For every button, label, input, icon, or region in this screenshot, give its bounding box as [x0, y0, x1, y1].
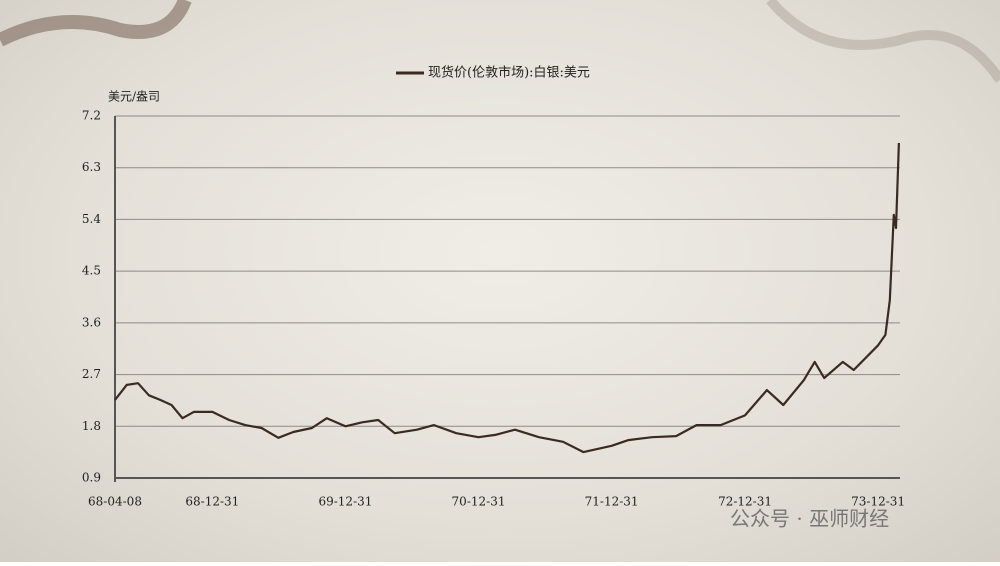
y-axis-label: 美元/盎司 — [108, 90, 160, 104]
y-tick-label: 5.4 — [82, 212, 101, 226]
y-tick-label: 6.3 — [82, 160, 101, 174]
x-tick-label: 72-12-31 — [718, 495, 772, 509]
y-tick-label: 2.7 — [82, 367, 101, 381]
watermark: 公众号 · 巫师财经 — [730, 507, 889, 531]
y-tick-label: 1.8 — [82, 419, 101, 433]
decoration — [766, 0, 1000, 83]
x-tick-label: 71-12-31 — [585, 495, 639, 509]
x-tick-label: 68-12-31 — [185, 495, 239, 509]
x-tick-label: 69-12-31 — [318, 495, 372, 509]
legend-label: 现货价(伦敦市场):白银:美元 — [428, 65, 590, 81]
x-tick-label: 68-04-08 — [88, 495, 142, 509]
y-tick-label: 3.6 — [82, 315, 101, 329]
decoration — [0, 0, 192, 47]
y-tick-label: 4.5 — [82, 264, 101, 278]
x-tick-label: 70-12-31 — [452, 495, 506, 509]
y-tick-label: 0.9 — [82, 471, 101, 485]
y-tick-label: 7.2 — [82, 109, 101, 123]
x-tick-label: 73-12-31 — [851, 495, 905, 509]
series-line — [114, 142, 900, 454]
